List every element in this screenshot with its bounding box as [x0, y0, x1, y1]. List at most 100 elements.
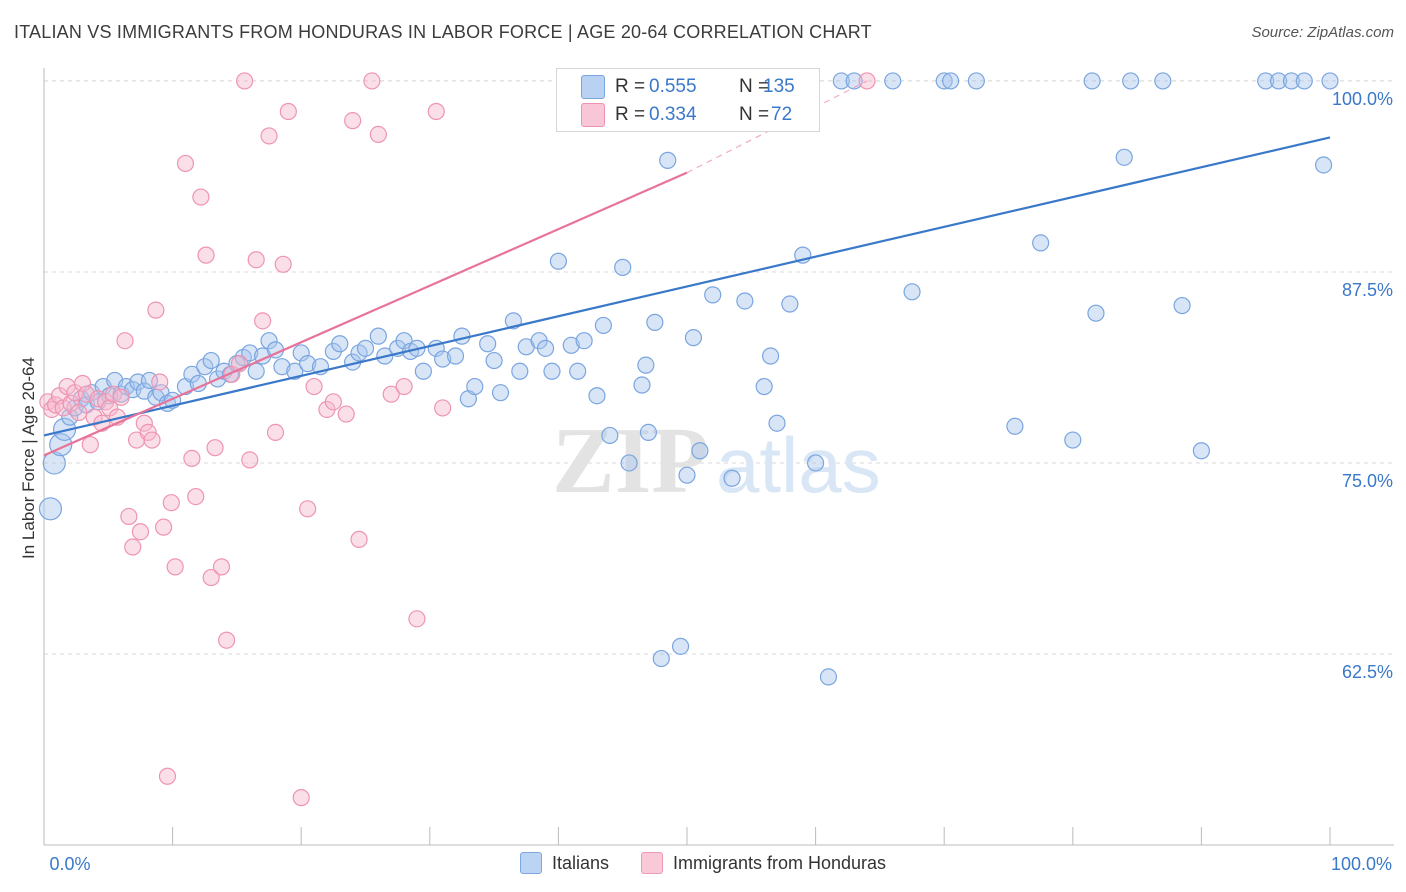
point-italians [292, 344, 310, 362]
legend-swatch-honduras [581, 103, 605, 127]
point-italians [903, 283, 921, 301]
point-honduras [212, 558, 231, 576]
point-italians [935, 72, 953, 90]
trend-line-honduras [43, 171, 688, 457]
point-italians [536, 339, 555, 357]
point-honduras [70, 403, 88, 422]
y-tick-label: 100.0% [1332, 89, 1393, 109]
x-tick-label: 100.0% [1331, 854, 1392, 874]
point-italians [1087, 304, 1105, 322]
point-italians [196, 358, 214, 376]
axes: 62.5% 75.0% 87.5% 100.0% 0.0% 100.0% [43, 68, 1394, 874]
point-honduras [382, 385, 400, 403]
point-italians [562, 336, 580, 354]
point-honduras [299, 500, 317, 518]
point-italians [691, 442, 709, 460]
point-honduras [236, 72, 254, 90]
point-honduras [369, 125, 387, 144]
point-italians [1257, 72, 1275, 90]
point-honduras [81, 436, 99, 454]
r-label: R = [615, 104, 646, 125]
point-italians [395, 332, 413, 350]
point-italians [286, 362, 304, 380]
point-italians [646, 313, 664, 331]
point-italians [479, 335, 497, 353]
point-italians [1006, 417, 1024, 435]
legend-item-italians[interactable]: Italians [519, 852, 609, 874]
point-italians [414, 362, 432, 380]
point-honduras [143, 431, 161, 449]
point-italians [884, 72, 902, 90]
point-italians [575, 332, 593, 350]
legend-swatch-italians [519, 852, 542, 874]
correlation-legend: R = 0.555 N = 135 R = 0.334 N = 72 [556, 68, 820, 132]
y-tick-label: 75.0% [1342, 471, 1393, 491]
n-label: N = [739, 104, 770, 125]
point-honduras [292, 789, 310, 807]
point-italians [781, 295, 799, 313]
point-italians [241, 344, 259, 362]
point-italians [1173, 296, 1191, 315]
point-honduras [305, 377, 323, 396]
point-italians [967, 72, 985, 90]
point-italians [819, 668, 838, 686]
point-italians [614, 258, 632, 276]
point-honduras [116, 332, 134, 350]
point-honduras [254, 312, 272, 330]
chart-title: ITALIAN VS IMMIGRANTS FROM HONDURAS IN L… [14, 22, 872, 42]
chart-source: Source: ZipAtlas.com [1251, 24, 1394, 41]
point-italians [466, 377, 484, 396]
point-italians [260, 332, 278, 350]
point-italians [369, 327, 387, 345]
point-honduras [112, 388, 130, 406]
point-honduras [363, 72, 381, 90]
x-tick-label: 0.0% [49, 854, 90, 874]
point-italians [434, 350, 452, 368]
point-honduras [154, 518, 173, 536]
trend-lines [43, 80, 1331, 457]
legend-swatch-honduras [640, 852, 663, 874]
legend-item-honduras[interactable]: Immigrants from Honduras [640, 852, 886, 874]
legend-row-honduras: R = 0.334 N = 72 [557, 100, 819, 130]
point-honduras [158, 767, 177, 785]
point-italians [299, 355, 317, 373]
point-italians [1269, 72, 1288, 90]
point-honduras [162, 494, 180, 512]
point-honduras [241, 451, 259, 469]
point-honduras [247, 251, 265, 269]
n-value-honduras: 72 [771, 104, 793, 125]
point-honduras [260, 127, 278, 145]
y-tick-label: 62.5% [1342, 662, 1393, 682]
point-italians [942, 72, 960, 90]
legend-swatch-italians [581, 75, 605, 99]
point-honduras [176, 154, 195, 173]
r-value-honduras: 0.334 [649, 104, 697, 125]
point-italians [1295, 72, 1313, 90]
point-honduras [192, 188, 210, 206]
point-italians [331, 335, 349, 353]
point-italians [1192, 442, 1211, 460]
legend-label-italians: Italians [551, 852, 609, 873]
point-honduras [350, 530, 368, 548]
point-italians [356, 339, 375, 357]
point-honduras [395, 377, 413, 396]
point-italians [1083, 72, 1101, 90]
point-honduras [183, 449, 201, 467]
watermark-atlas: atlas [716, 421, 881, 509]
n-label: N = [739, 76, 770, 97]
trend-line-italians [43, 136, 1331, 437]
watermark: ZIP atlas [552, 409, 881, 513]
point-italians [1314, 156, 1333, 174]
point-italians [1064, 431, 1082, 449]
point-italians [594, 316, 613, 335]
point-italians [1122, 72, 1140, 90]
point-italians [446, 347, 465, 365]
point-honduras [337, 405, 355, 423]
point-italians [678, 466, 696, 484]
point-italians [620, 454, 638, 472]
point-italians [202, 351, 220, 370]
point-italians [768, 414, 786, 432]
point-italians [543, 362, 561, 380]
point-italians [633, 376, 651, 394]
